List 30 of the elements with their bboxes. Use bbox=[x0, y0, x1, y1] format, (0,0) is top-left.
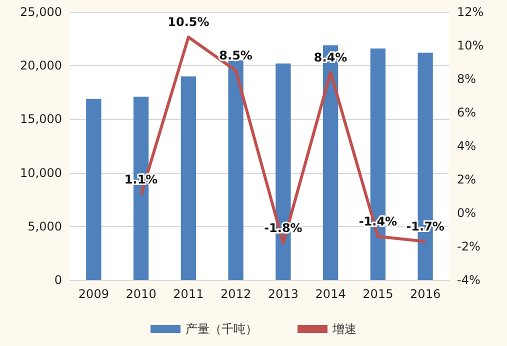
y2-tick-label: 0% bbox=[457, 206, 476, 220]
y2-tick-label: 8% bbox=[457, 72, 476, 86]
x-tick-label: 2009 bbox=[78, 287, 109, 301]
bar bbox=[86, 98, 102, 280]
y-tick-label: 10,000 bbox=[20, 166, 62, 180]
x-tick-label: 2016 bbox=[410, 287, 441, 301]
x-tick-label: 2010 bbox=[126, 287, 156, 301]
x-tick-label: 2013 bbox=[268, 287, 298, 301]
x-tick-label: 2011 bbox=[173, 287, 204, 301]
bar bbox=[180, 76, 196, 280]
y2-tick-label: -4% bbox=[457, 273, 480, 287]
y-tick-label: 5,000 bbox=[28, 219, 62, 234]
y2-tick-label: 6% bbox=[457, 106, 476, 120]
y-tick-label: 0 bbox=[54, 273, 62, 287]
legend-label: 增速 bbox=[332, 322, 356, 336]
x-tick-label: 2012 bbox=[220, 287, 252, 301]
y2-tick-label: -2% bbox=[457, 240, 480, 254]
x-tick-label: 2014 bbox=[315, 287, 346, 301]
bar bbox=[228, 60, 244, 280]
y2-tick-label: 4% bbox=[457, 139, 476, 153]
data-label: 10.5% bbox=[168, 15, 210, 30]
y2-tick-label: 10% bbox=[457, 38, 484, 52]
y-tick-label: 25,000 bbox=[20, 5, 62, 19]
y2-tick-label: 12% bbox=[457, 5, 484, 19]
y-tick-label: 20,000 bbox=[20, 58, 62, 73]
legend-label: 产量（千吨） bbox=[186, 322, 258, 336]
y2-tick-label: 2% bbox=[457, 172, 476, 186]
y-tick-label: 15,000 bbox=[20, 112, 62, 126]
data-label: 8.5% bbox=[219, 48, 252, 63]
x-tick-label: 2015 bbox=[362, 287, 394, 301]
